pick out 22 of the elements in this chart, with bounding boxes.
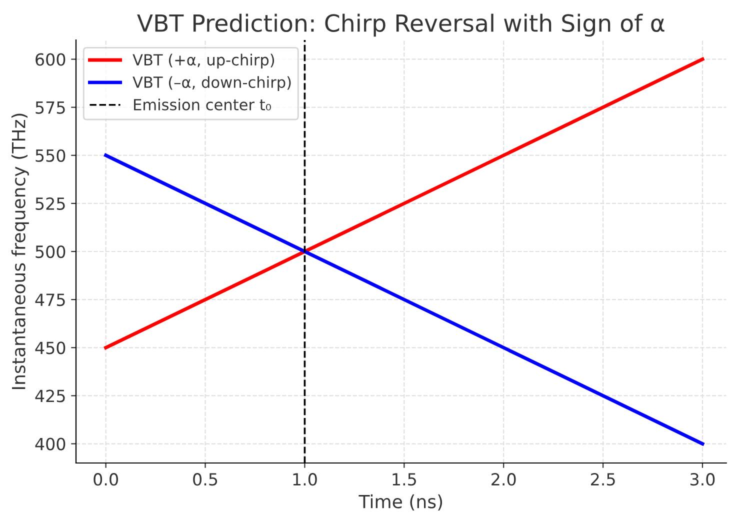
y-tick-label: 575 bbox=[36, 101, 65, 114]
x-tick-label: 0.5 bbox=[193, 473, 218, 486]
x-tick-label: 2.0 bbox=[492, 473, 516, 486]
y-tick-label: 450 bbox=[35, 342, 66, 354]
y-axis-title: Instantaneous frequency (THz) bbox=[11, 114, 29, 390]
y-tick-label: 525 bbox=[36, 197, 65, 210]
ref-line-label: Emission center t₀ bbox=[134, 98, 271, 110]
y-tick-label: 425 bbox=[35, 390, 65, 402]
legend-label: VBT (+α, up-chirp) bbox=[132, 54, 274, 69]
legend-label: VBT (–α, down-chirp) bbox=[132, 76, 291, 91]
y-tick-label: 475 bbox=[35, 294, 65, 306]
x-axis-title: Time (ns) bbox=[358, 494, 442, 511]
x-tick-label: 1.0 bbox=[293, 473, 317, 486]
x-tick-label: 3.0 bbox=[690, 473, 715, 486]
y-tick-label: 400 bbox=[35, 438, 66, 450]
y-tick-label: 550 bbox=[36, 149, 66, 162]
x-tick-label: 0.0 bbox=[94, 473, 118, 486]
x-tick-label: 2.5 bbox=[591, 473, 615, 486]
y-tick-label: 600 bbox=[36, 53, 66, 66]
x-tick-label: 1.5 bbox=[392, 473, 416, 486]
y-tick-label: 500 bbox=[36, 245, 66, 258]
chart-title: VBT Prediction: Chirp Reversal with Sign of α bbox=[137, 14, 664, 37]
